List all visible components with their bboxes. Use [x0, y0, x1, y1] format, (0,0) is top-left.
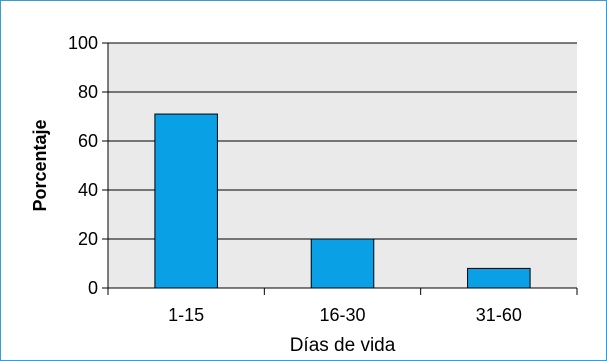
- y-axis-title: Porcentaje: [30, 119, 50, 211]
- x-tick-label: 31-60: [476, 305, 522, 325]
- bars: [154, 113, 531, 289]
- y-tick-label: 60: [78, 131, 98, 151]
- bar-1-15: [154, 113, 218, 289]
- y-tick-label: 100: [68, 33, 98, 53]
- y-tick-label: 40: [78, 180, 98, 200]
- bar-31-60: [467, 267, 531, 289]
- x-tick-label: 16-30: [319, 305, 365, 325]
- x-tick-labels: 1-15 16-30 31-60: [168, 305, 522, 325]
- y-tick-label: 0: [88, 278, 98, 298]
- bar-16-30: [310, 238, 375, 289]
- x-axis-title: Días de vida: [290, 335, 396, 356]
- axes: [107, 43, 578, 295]
- y-tick-label: 20: [78, 229, 98, 249]
- y-tick-labels: 0 20 40 60 80 100: [68, 33, 98, 298]
- y-tick-label: 80: [78, 82, 98, 102]
- x-tick-label: 1-15: [168, 305, 204, 325]
